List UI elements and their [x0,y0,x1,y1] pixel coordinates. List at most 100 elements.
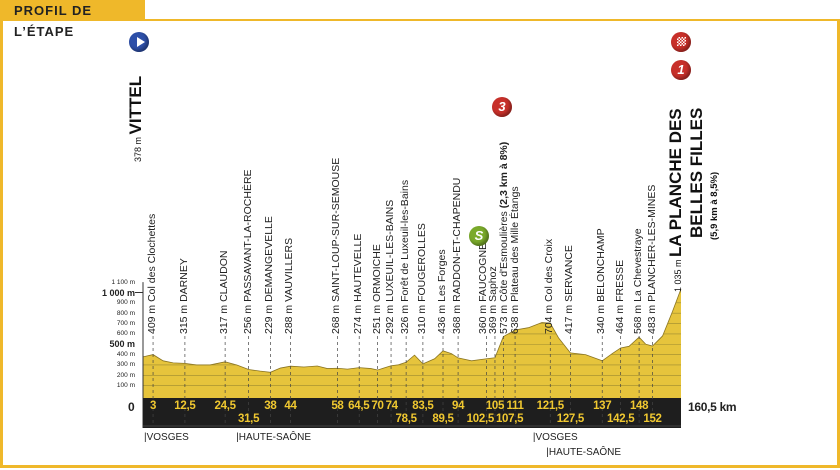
y-tick-label: 300 m [116,361,135,369]
waypoint-label: 268 m SAINT-LOUP-SUR-SEMOUSE [330,157,343,334]
km-marker-label: 58 [331,400,344,412]
waypoint-label: 368 m RADDON-ET-CHAPENDU [451,177,464,334]
y-tick-label: 600 m [116,330,135,338]
km-marker-label: 44 [284,400,297,412]
waypoint-name: 340 m BELONCHAMP [595,228,608,334]
finish-climb-info: (5,9 km à 8,5%) [709,171,720,240]
waypoint-label: 326 m Forêt de Luxeuil-les-Bains [399,179,412,334]
department-label: HAUTE-SAÔNE [236,432,311,443]
y-tick-label: 700 m [116,320,135,328]
waypoint-name: 315 m DARNEY [177,258,190,334]
waypoint-label: 704 m Col des Croix [543,238,556,334]
waypoint-name: 326 m Forêt de Luxeuil-les-Bains [399,179,412,334]
km-marker-label: 89,5 [432,413,454,425]
waypoint-label: 310 m FOUGEROLLES [415,223,428,334]
waypoint-label: 256 m PASSAVANT-LA-ROCHÈRE [241,169,254,334]
km-marker-label: 70 [371,400,384,412]
waypoint-name: 292 m LUXEUIL-LES-BAINS [384,199,397,334]
start-town-label: 378 m VITTEL [126,75,147,162]
km-marker-label: 137 [593,400,612,412]
waypoint-name: 568 m La Chevestraye [632,228,645,334]
km-marker-label: 38 [264,400,277,412]
waypoint-name: 317 m CLAUDON [218,250,231,334]
waypoint-label: 436 m Les Forges [436,249,448,334]
x-end-label: 160,5 km [688,400,737,414]
finish-town-label: 1 035 m LA PLANCHE DES [666,108,687,292]
climb-category-3-icon: 3 [492,97,512,117]
waypoint-label: 573 m Côte d'Esmoulières (2,3 km à 8%) [498,142,510,334]
department-label: HAUTE-SAÔNE [546,447,621,458]
waypoint-label: 483 m PLANCHER-LES-MINES [646,185,658,334]
waypoint-label: 274 m HAUTEVELLE [352,233,365,334]
waypoint-name: 409 m Col des Clochettes [146,213,159,334]
km-marker-label: 142,5 [607,413,635,425]
waypoint-name: 256 m PASSAVANT-LA-ROCHÈRE [241,169,254,334]
km-marker-label: 148 [629,400,649,412]
start-town-name: VITTEL [126,75,145,135]
km-marker-label: 107,5 [495,413,524,425]
waypoint-name: 638 m Plateau des Mille Étangs [509,186,522,334]
finish-altitude: 1 035 m [673,259,683,292]
y-tick-label: 400 m [116,351,135,359]
waypoint-name: 310 m FOUGEROLLES [415,223,428,334]
waypoint-name: 464 m FRESSE [613,259,626,334]
y-tick-label: 1 100 m [111,278,136,286]
start-play-icon [129,32,149,52]
waypoint-label: 251 m ORMOICHE [370,244,383,334]
page-title: PROFIL DE L’ÉTAPE [0,0,145,39]
waypoint-label: 464 m FRESSE [613,259,626,334]
sprint-icon: S [469,226,489,246]
y-tick-label: 800 m [116,309,135,317]
km-marker-label: 3 [150,400,157,412]
waypoint-label: 229 m DEMANGEVELLE [263,216,276,334]
waypoint-name: 251 m ORMOICHE [370,244,383,334]
profile-frame [0,19,840,468]
waypoint-label: 369 m Saphoz [487,266,499,334]
waypoint-name: 417 m SERVANCE [563,245,576,334]
km-marker-label: 64,5 [348,400,370,412]
y-tick-label: 1 000 m [101,287,135,298]
km-marker-label: 78,5 [395,413,417,425]
finish-name-line2: BELLES FILLES [687,107,706,238]
waypoint-name: 229 m DEMANGEVELLE [263,216,276,334]
km-bar [143,398,681,428]
finish-name-line1: LA PLANCHE DES [666,108,685,257]
km-marker-label: 121,5 [536,400,565,412]
elevation-profile-area [143,288,681,398]
waypoint-name: 288 m VAUVILLERS [283,237,296,334]
waypoint-label: 638 m Plateau des Mille Étangs [509,186,522,334]
km-marker-label: 12,5 [174,400,196,412]
waypoint-label: 340 m BELONCHAMP [595,228,608,334]
start-altitude: 378 m [133,136,143,162]
km-marker-label: 31,5 [237,413,260,425]
finish-checkered-icon [671,32,691,52]
waypoint-label: 360 m FAUCOGNEY [477,236,489,334]
elevation-profile-line [142,288,682,373]
waypoint-name: 704 m Col des Croix [543,238,556,334]
waypoint-label: 292 m LUXEUIL-LES-BAINS [384,199,397,334]
x-start-label: 0 [128,400,135,414]
y-tick-label: 500 m [109,339,135,350]
y-tick-label: 900 m [116,299,135,307]
department-label: VOSGES [533,432,577,443]
waypoint-label: 417 m SERVANCE [563,245,576,334]
km-marker-label: 94 [451,400,465,412]
km-marker-label: 127,5 [556,413,585,425]
y-tick-label: 200 m [116,371,135,379]
waypoint-label: 568 m La Chevestraye [632,228,645,334]
y-tick-label: 100 m [116,382,135,390]
waypoint-label: 409 m Col des Clochettes [146,213,159,334]
waypoint-label: 288 m VAUVILLERS [283,237,296,334]
climb-category-1-icon: 1 [671,60,691,80]
km-marker-label: 105 [485,400,505,412]
waypoint-name: 436 m Les Forges [436,249,448,334]
waypoint-name: 274 m HAUTEVELLE [352,233,365,334]
waypoint-name: 368 m RADDON-ET-CHAPENDU [451,177,464,334]
waypoint-name: 268 m SAINT-LOUP-SUR-SEMOUSE [330,157,343,334]
km-marker-label: 74 [385,400,399,412]
km-marker-label: 102,5 [466,413,495,425]
waypoint-label: 315 m DARNEY [177,258,190,334]
department-label: VOSGES [144,432,189,443]
km-marker-label: 152 [643,413,662,425]
